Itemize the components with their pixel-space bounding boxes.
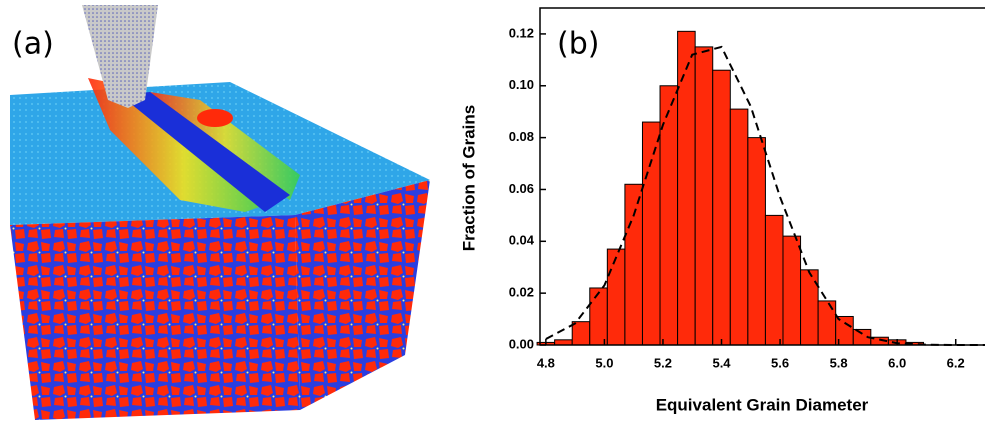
y-tick-label: 0.02 <box>509 285 534 300</box>
x-tick-label: 4.8 <box>537 355 555 370</box>
bar <box>554 339 573 346</box>
y-tick-label: 0.00 <box>509 336 534 351</box>
y-tick-label: 0.06 <box>509 181 534 196</box>
spatter <box>197 109 233 127</box>
bar <box>641 121 661 346</box>
bar <box>571 321 591 346</box>
bar <box>764 214 784 346</box>
y-tick-label: 0.10 <box>509 77 534 92</box>
bar <box>747 137 766 346</box>
melt-channel <box>120 92 290 212</box>
block-side <box>295 180 430 410</box>
x-tick-label: 5.4 <box>712 355 731 370</box>
y-tick-label: 0.04 <box>509 233 535 248</box>
bar <box>677 30 696 346</box>
x-tick-label: 6.2 <box>947 355 965 370</box>
x-axis-label: Equivalent Grain Diameter <box>656 395 869 414</box>
bar <box>694 46 714 346</box>
block-front <box>10 215 300 420</box>
y-tick-label: 0.12 <box>509 25 534 40</box>
fit-curve <box>545 45 985 346</box>
heat-source <box>82 5 158 108</box>
bar <box>712 69 731 346</box>
bar <box>817 300 837 346</box>
x-tick-label: 5.6 <box>771 355 789 370</box>
x-tick-label: 5.0 <box>595 355 613 370</box>
bar <box>606 248 626 346</box>
panel-b: 0.00 0.02 0.04 0.06 0.08 0.10 0.12 4.8 5.0 5.2 5.4… <box>459 7 985 414</box>
panel-label: (a) <box>12 27 54 62</box>
y-axis-label: Fraction of Grains <box>459 105 478 251</box>
x-tick-label: 6.0 <box>888 355 906 370</box>
bar <box>589 287 608 346</box>
x-tick-label: 5.8 <box>830 355 848 370</box>
panel-a: (a) <box>10 5 430 420</box>
y-tick-label: 0.08 <box>509 129 534 144</box>
ridge-right <box>150 92 300 200</box>
bar <box>729 108 749 346</box>
x-tick-label: 5.2 <box>654 355 672 370</box>
bar <box>782 235 802 346</box>
bar <box>624 183 643 346</box>
axis-frame <box>539 7 985 346</box>
panel-label: (b) <box>557 27 599 62</box>
